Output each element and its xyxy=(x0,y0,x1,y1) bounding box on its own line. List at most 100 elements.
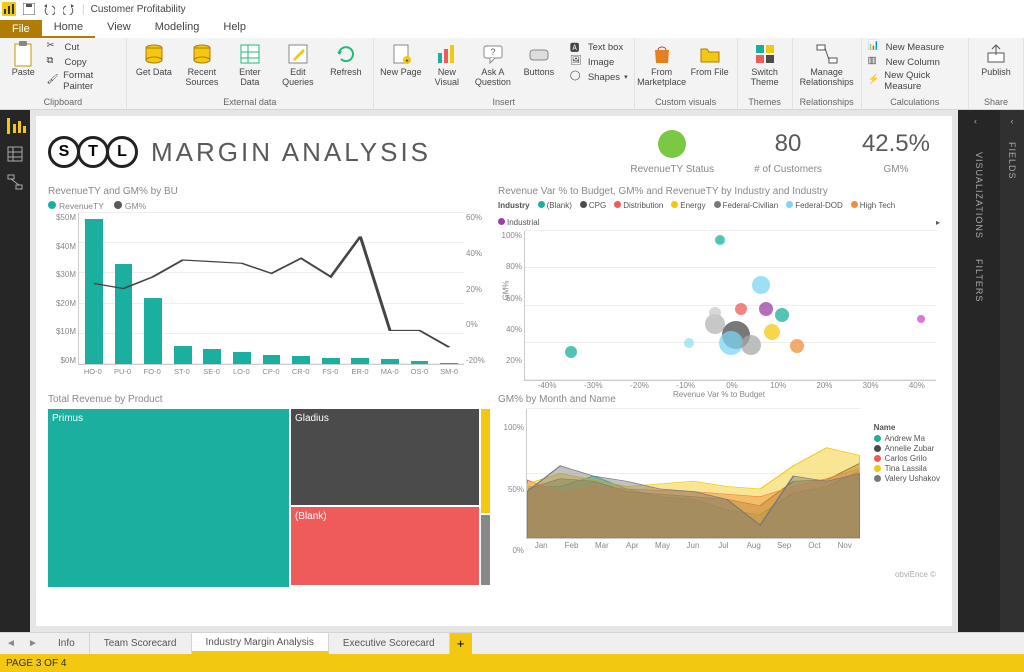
kpi-customers: 80 # of Customers xyxy=(754,130,822,175)
get-data-button[interactable]: Get Data xyxy=(133,40,175,88)
file-menu[interactable]: File xyxy=(0,20,42,38)
tab-next-icon[interactable]: ► xyxy=(22,633,44,654)
menu-tab-help[interactable]: Help xyxy=(211,18,258,38)
manage-relationships-button[interactable]: Manage Relationships xyxy=(799,40,855,88)
ribbon-group-calc: 📊New Measure ▥New Column ⚡New Quick Meas… xyxy=(862,38,969,109)
workspace: STL MARGIN ANALYSIS RevenueTY Status 80 … xyxy=(0,110,1024,632)
visualizations-panel[interactable]: VISUALIZATIONS xyxy=(974,152,984,239)
from-marketplace-button[interactable]: From Marketplace xyxy=(641,40,683,88)
scissors-icon: ✂ xyxy=(46,40,60,54)
refresh-button-icon xyxy=(334,42,358,66)
page-indicator: PAGE 3 OF 4 xyxy=(6,658,66,669)
new-measure-button[interactable]: 📊New Measure xyxy=(868,40,962,54)
ask-question-button[interactable]: ?Ask A Question xyxy=(472,40,514,88)
report-view-icon[interactable] xyxy=(7,118,23,134)
app-icon xyxy=(2,2,16,16)
clipboard-icon xyxy=(11,42,35,66)
company-logo: STL xyxy=(48,136,135,168)
shapes-icon: ◯ xyxy=(570,70,584,84)
textbox-icon: 🅰 xyxy=(570,40,584,54)
publish-icon xyxy=(984,42,1008,66)
image-button[interactable]: 🖼Image xyxy=(570,55,628,69)
menu-tab-view[interactable]: View xyxy=(95,18,143,38)
get-data-button-icon xyxy=(142,42,166,66)
expand-fields-icon[interactable]: ‹ xyxy=(1011,116,1014,126)
textbox-button[interactable]: 🅰Text box xyxy=(570,40,628,54)
edit-queries-button-icon xyxy=(286,42,310,66)
add-page-button[interactable]: + xyxy=(450,633,472,654)
ask-question-button-icon: ? xyxy=(481,42,505,66)
ribbon-group-relationships: Manage Relationships Relationships xyxy=(793,38,862,109)
kpi-status: RevenueTY Status xyxy=(630,130,714,175)
copy-button[interactable]: ⧉Copy xyxy=(46,55,119,69)
treemap-chart[interactable]: Total Revenue by Product PrimusGladius(B… xyxy=(48,394,490,584)
menu-tab-home[interactable]: Home xyxy=(42,18,95,38)
cut-button[interactable]: ✂Cut xyxy=(46,40,119,54)
fields-panel-collapsed: ‹ FIELDS xyxy=(1000,110,1024,632)
attribution: obviEnce © xyxy=(895,570,936,579)
ribbon-group-clipboard: Paste ✂Cut ⧉Copy 🖌Format Painter Clipboa… xyxy=(0,38,127,109)
report-canvas: STL MARGIN ANALYSIS RevenueTY Status 80 … xyxy=(30,110,958,632)
page-tab[interactable]: Executive Scorecard xyxy=(329,633,450,654)
scatter-chart[interactable]: Revenue Var % to Budget, GM% and Revenue… xyxy=(498,186,940,386)
page-tab[interactable]: Industry Margin Analysis xyxy=(192,633,329,654)
buttons-button-icon xyxy=(527,42,551,66)
new-quick-measure-button[interactable]: ⚡New Quick Measure xyxy=(868,70,962,92)
ribbon-group-custom: From MarketplaceFrom File Custom visuals xyxy=(635,38,738,109)
view-rail xyxy=(0,110,30,632)
recent-sources-button-icon xyxy=(190,42,214,66)
theme-icon xyxy=(753,42,777,66)
copy-icon: ⧉ xyxy=(46,55,60,69)
new-page-button[interactable]: +New Page xyxy=(380,40,422,88)
redo-icon[interactable] xyxy=(62,2,76,16)
switch-theme-button[interactable]: Switch Theme xyxy=(744,40,786,88)
report-page[interactable]: STL MARGIN ANALYSIS RevenueTY Status 80 … xyxy=(36,116,952,626)
measure-icon: 📊 xyxy=(868,40,882,54)
page-tab[interactable]: Info xyxy=(44,633,90,654)
undo-icon[interactable] xyxy=(42,2,56,16)
image-icon: 🖼 xyxy=(570,55,584,69)
svg-text:?: ? xyxy=(490,47,495,57)
new-visual-button[interactable]: New Visual xyxy=(426,40,468,88)
expand-panel-icon[interactable]: ‹ xyxy=(974,116,984,136)
relationships-icon xyxy=(815,42,839,66)
page-tab[interactable]: Team Scorecard xyxy=(90,633,192,654)
right-panel-collapsed: ‹ VISUALIZATIONS FILTERS xyxy=(958,110,1000,632)
enter-data-button-icon xyxy=(238,42,262,66)
status-bar: PAGE 3 OF 4 xyxy=(0,654,1024,672)
model-view-icon[interactable] xyxy=(7,174,23,190)
ribbon-group-insert: +New PageNew Visual?Ask A QuestionButton… xyxy=(374,38,635,109)
new-column-button[interactable]: ▥New Column xyxy=(868,55,962,69)
edit-queries-button[interactable]: Edit Queries xyxy=(277,40,319,88)
ribbon-group-share: Publish Share xyxy=(969,38,1024,109)
from-marketplace-button-icon xyxy=(650,42,674,66)
data-view-icon[interactable] xyxy=(7,146,23,162)
paste-button[interactable]: Paste xyxy=(6,40,40,92)
new-page-button-icon: + xyxy=(389,42,413,66)
fields-panel[interactable]: FIELDS xyxy=(1007,142,1017,180)
ribbon-group-themes: Switch Theme Themes xyxy=(738,38,793,109)
tab-prev-icon[interactable]: ◄ xyxy=(0,633,22,654)
buttons-button[interactable]: Buttons xyxy=(518,40,560,88)
kpi-gm: 42.5% GM% xyxy=(862,130,930,175)
page-tabs: ◄ ► InfoTeam ScorecardIndustry Margin An… xyxy=(0,632,1024,654)
filters-panel[interactable]: FILTERS xyxy=(974,259,984,302)
from-file-button[interactable]: From File xyxy=(689,40,731,88)
save-icon[interactable] xyxy=(22,2,36,16)
quick-icon: ⚡ xyxy=(868,74,881,88)
enter-data-button[interactable]: Enter Data xyxy=(229,40,271,88)
publish-button[interactable]: Publish xyxy=(975,40,1017,78)
menu-tab-modeling[interactable]: Modeling xyxy=(143,18,212,38)
from-file-button-icon xyxy=(698,42,722,66)
recent-sources-button[interactable]: Recent Sources xyxy=(181,40,223,88)
brush-icon: 🖌 xyxy=(46,74,59,88)
barline-chart[interactable]: RevenueTY and GM% by BU RevenueTYGM% $50… xyxy=(48,186,490,386)
menu-bar: File HomeViewModelingHelp xyxy=(0,18,1024,38)
column-icon: ▥ xyxy=(868,55,882,69)
format-painter-button[interactable]: 🖌Format Painter xyxy=(46,70,119,92)
document-title: Customer Profitability xyxy=(91,4,186,15)
report-title: MARGIN ANALYSIS xyxy=(151,137,431,168)
shapes-button[interactable]: ◯Shapes▾ xyxy=(570,70,628,84)
refresh-button[interactable]: Refresh xyxy=(325,40,367,88)
area-chart[interactable]: GM% by Month and Name NameAndrew MaAnnel… xyxy=(498,394,940,584)
